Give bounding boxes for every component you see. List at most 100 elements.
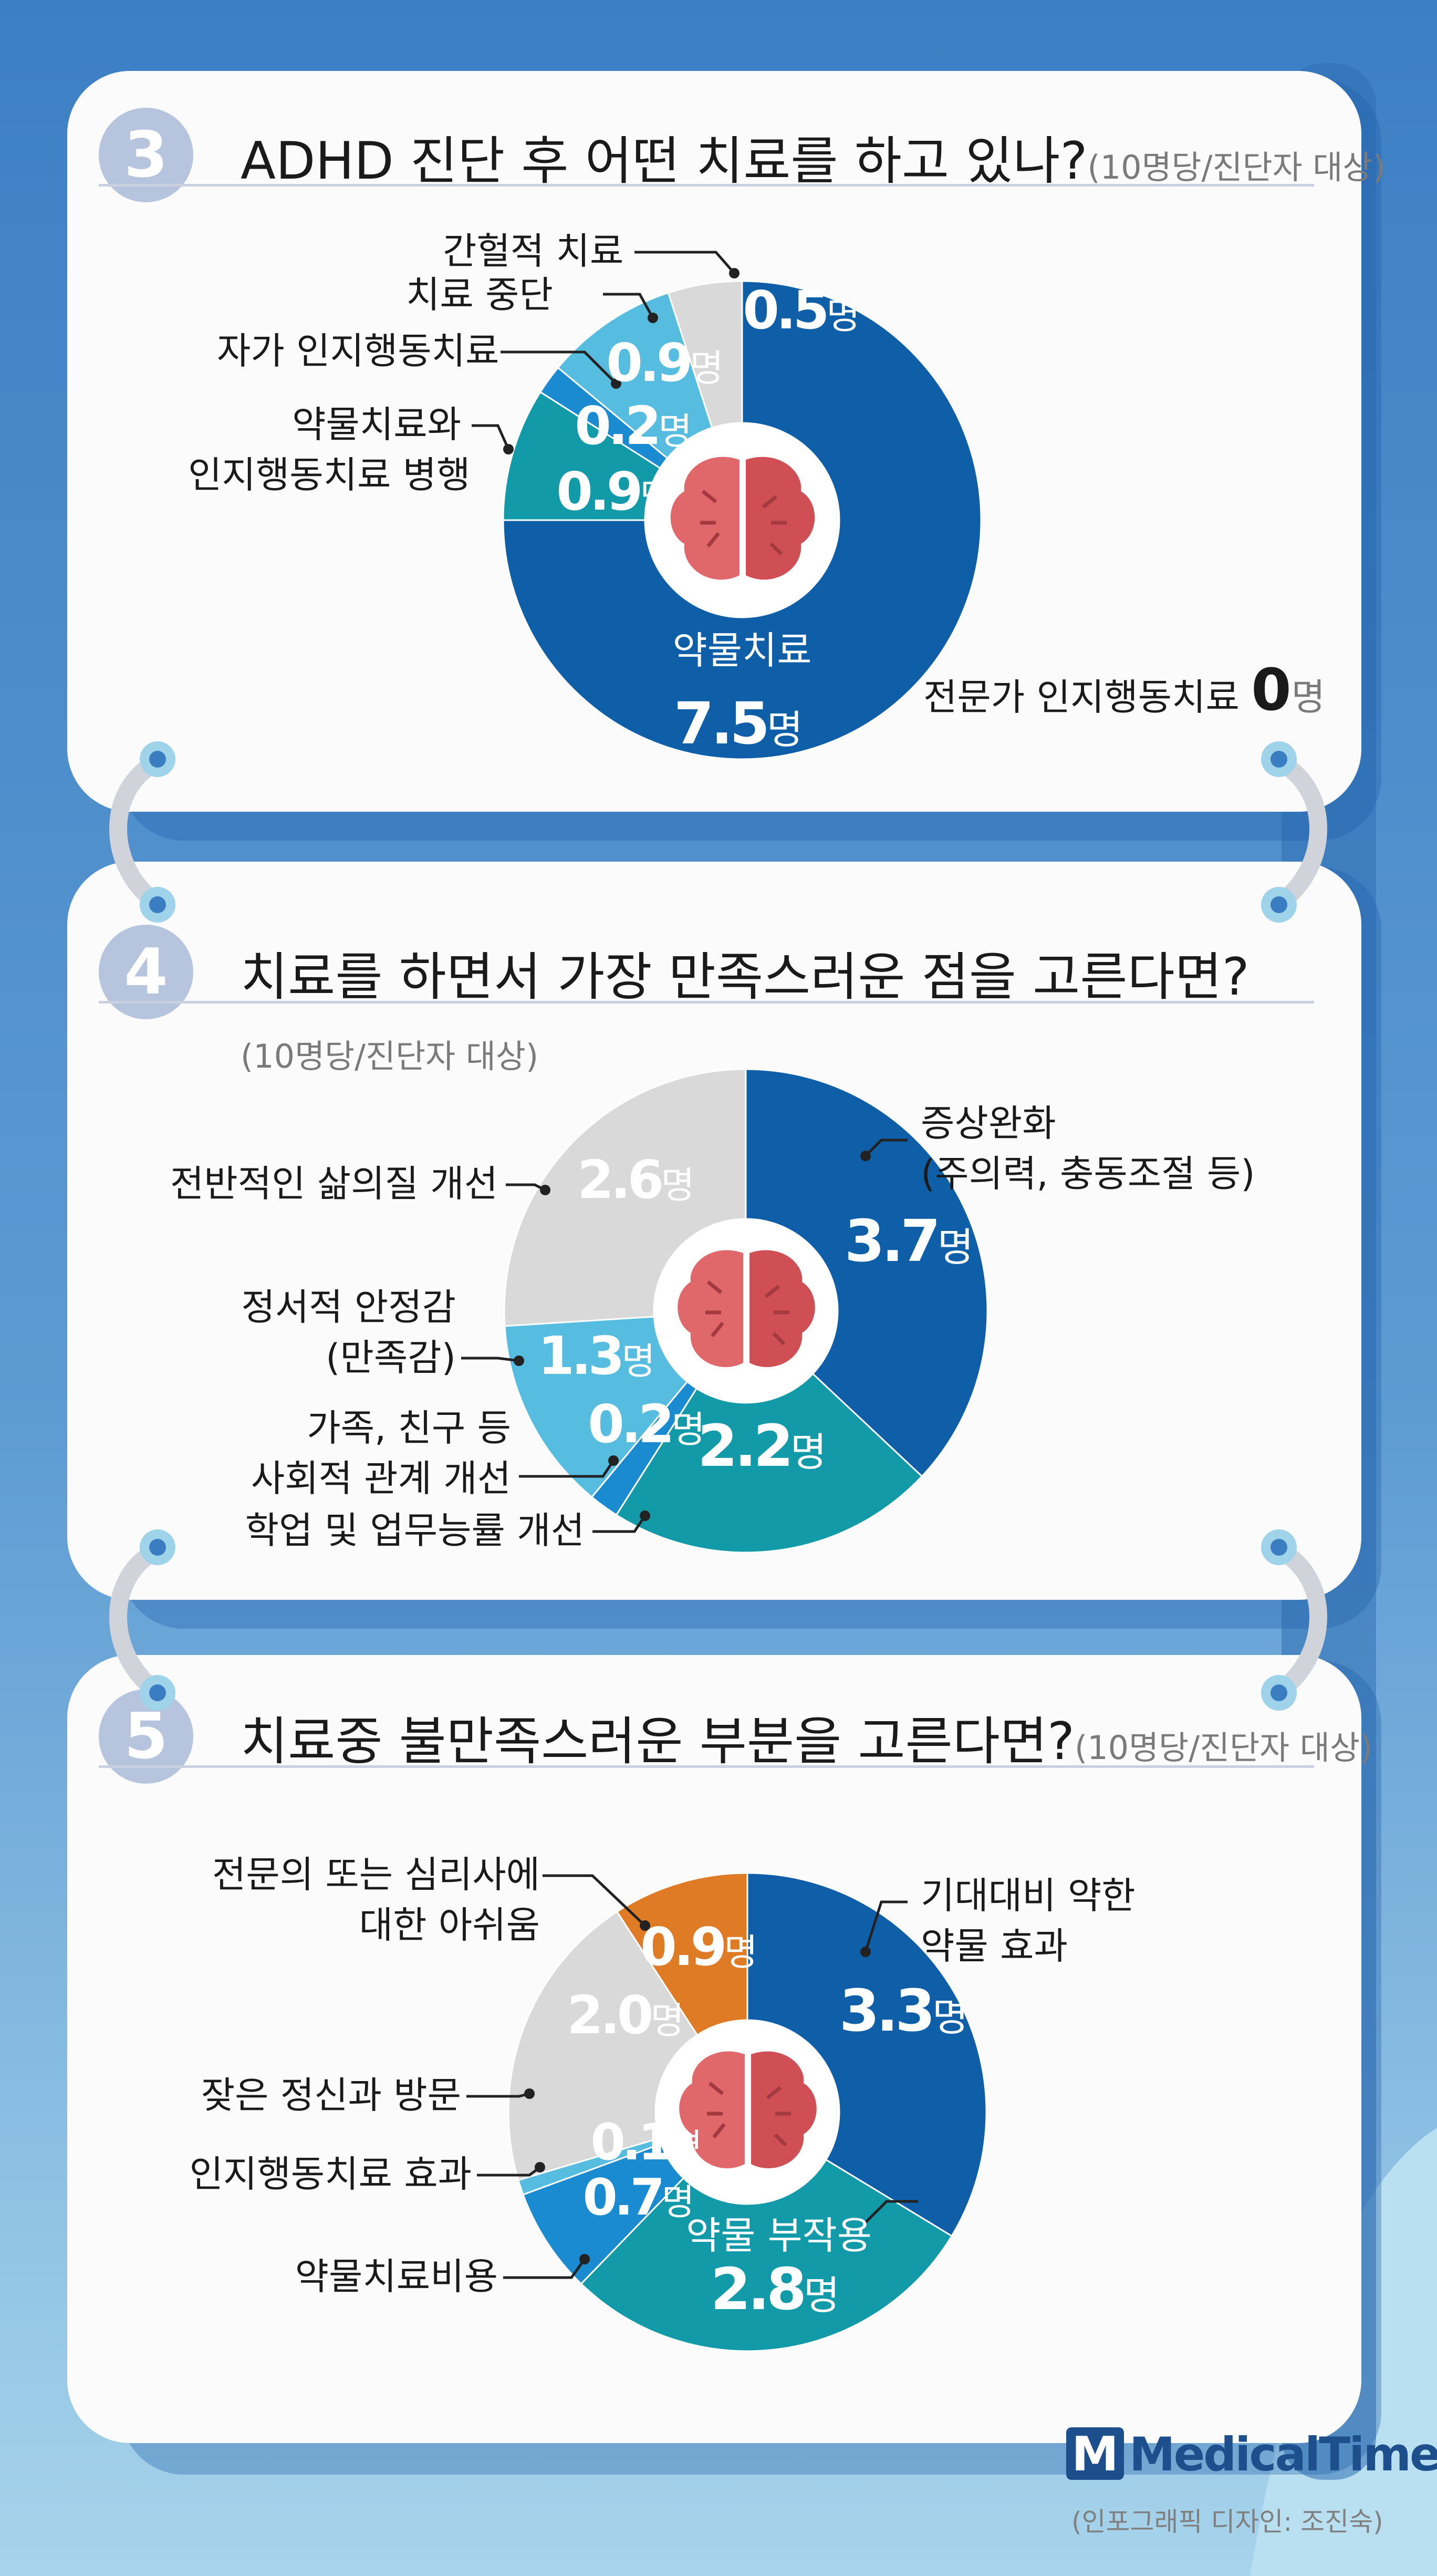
- leader-lines: [466, 1874, 918, 2279]
- slice-label-line: 기대대비 약한: [921, 1874, 1136, 1917]
- ring-binder-icon: [109, 741, 175, 923]
- leader-dot: [648, 313, 658, 323]
- brain-icon: [645, 423, 839, 617]
- slice-label-line: (주의력, 충동조절 등): [921, 1152, 1255, 1195]
- slice-value: 0.1명: [591, 2114, 700, 2171]
- slice-label: 정서적 안정감 (만족감): [162, 1282, 456, 1383]
- ring-binder-icon: [1261, 1529, 1327, 1711]
- ring-binder-icon: [109, 1529, 175, 1711]
- slice-label: 가족, 친구 등 사회적 관계 개선: [172, 1403, 511, 1504]
- leader-line: [503, 2258, 586, 2279]
- slice-value: 0.5명: [743, 280, 857, 341]
- leader-dot: [535, 2162, 545, 2172]
- question-number-badge: 4: [99, 925, 193, 1019]
- zero-note: 전문가 인지행동치료 0명: [923, 661, 1326, 722]
- leader-dot: [608, 1455, 619, 1466]
- ring-binder-icon: [1261, 741, 1327, 923]
- slice-label-line: 증상완화: [921, 1102, 1056, 1145]
- leader-dot: [503, 444, 514, 454]
- donut-slices: [503, 1068, 988, 1554]
- question-4-card: 4 치료를 하면서 가장 만족스러운 점을 고른다면? (10명당/진단자 대상…: [67, 862, 1361, 1600]
- question-3-card: 3 ADHD 진단 후 어떤 치료를 하고 있나?(10명당/진단자 대상) 7…: [67, 71, 1386, 812]
- slice-value: 2.6명: [577, 1149, 692, 1211]
- leader-line: [543, 1874, 646, 1927]
- question-title-text: 치료중 불만족스러운 부분을 고른다면?: [241, 1712, 1075, 1772]
- svg-text:M: M: [1071, 2427, 1119, 2480]
- donut-chart: 3.7명 2.6명 1.3명 0.2명 2.2명: [461, 1068, 988, 1554]
- slice-value: 1.3명: [538, 1325, 652, 1387]
- slice-label-inside: 약물치료: [673, 628, 812, 673]
- donut-slices: [502, 280, 982, 760]
- slice-label: 잦은 정신과 방문: [201, 2074, 461, 2117]
- slice-label: 기대대비 약한 약물 효과: [921, 1870, 1136, 1971]
- title-divider: [99, 184, 1314, 187]
- leader-line: [603, 293, 654, 319]
- zero-note-unit: 명: [1291, 676, 1326, 719]
- title-divider: [99, 1765, 1314, 1768]
- leader-line: [592, 1515, 647, 1533]
- slice-value: 0.2명: [575, 395, 689, 457]
- leader-line: [634, 251, 735, 274]
- question-title-text: ADHD 진단 후 어떤 치료를 하고 있나?: [241, 131, 1088, 191]
- slice-label-line: 인지행동치료 병행: [188, 453, 471, 496]
- brand-name: MedicalTimes: [1129, 2427, 1437, 2481]
- brain-icon: [655, 2020, 839, 2204]
- slice-value: 7.5명: [674, 690, 800, 757]
- slice-value: 3.3명: [839, 1977, 965, 2044]
- slice-value: 0.9명: [556, 461, 671, 522]
- slice-label-line: 약물 효과: [921, 1925, 1068, 1968]
- slice-label-line: 전문의 또는 심리사에: [212, 1853, 540, 1896]
- donut-chart: 0.9명 3.3명 2.0명 0.1명 0.7명 약물 부작용 2.8명: [466, 1872, 987, 2352]
- brain-icon: [654, 1219, 838, 1403]
- medicaltimes-logo-icon: M: [1066, 2427, 1124, 2480]
- slice-label: 전문의 또는 심리사에 대한 아쉬움: [146, 1849, 540, 1950]
- question-number-badge: 3: [99, 108, 193, 202]
- leader-dot: [640, 1920, 650, 1931]
- leader-lines: [472, 251, 740, 454]
- slice-value: 2.2명: [697, 1412, 824, 1480]
- leader-line: [865, 1139, 908, 1157]
- leader-line: [865, 2200, 918, 2223]
- slice-value: 3.7명: [845, 1207, 971, 1275]
- leader-dot: [579, 2254, 590, 2264]
- leader-dot: [860, 1151, 871, 1161]
- leader-dot: [860, 1947, 871, 1957]
- leader-dot: [640, 1511, 650, 1521]
- slice-label: 간헐적 치료: [443, 230, 624, 273]
- slice-label: 전반적인 삶의질 개선: [170, 1162, 498, 1205]
- slice-label-line: 가족, 친구 등: [307, 1406, 511, 1450]
- zero-note-label: 전문가 인지행동치료: [923, 676, 1240, 719]
- zero-note-value: 0: [1251, 656, 1292, 723]
- slice-label: 증상완화 (주의력, 충동조절 등): [921, 1098, 1255, 1199]
- leader-line: [472, 424, 510, 450]
- slice-value: 0.9명: [606, 332, 721, 394]
- slice-label-line: (만족감): [326, 1336, 456, 1379]
- slice-label-line: 사회적 관계 개선: [251, 1457, 511, 1500]
- slice-label: 약물치료비용: [295, 2255, 498, 2298]
- slice-value: 2.8명: [711, 2256, 837, 2323]
- slice-label-line: 정서적 안정감: [241, 1286, 456, 1329]
- slice-value: 0.7명: [583, 2169, 692, 2227]
- slice-label-inside: 약물 부작용: [686, 2213, 872, 2258]
- slice-value: 0.2명: [588, 1393, 702, 1455]
- donut-chart: 7.5명 약물치료 0.5명 0.9명 0.2명 0.9명: [472, 251, 982, 760]
- slice-label-line: 대한 아쉬움: [359, 1903, 540, 1947]
- slice-label: 학업 및 업무능률 개선: [245, 1509, 585, 1552]
- question-subtitle: (10명당/진단자 대상): [1087, 148, 1386, 187]
- question-title: 치료를 하면서 가장 만족스러운 점을 고른다면?: [241, 947, 1249, 1007]
- leader-dot: [514, 1356, 524, 1366]
- leader-lines: [461, 1139, 908, 1533]
- leader-dot: [540, 1185, 550, 1195]
- slice-label: 치료 중단: [406, 273, 553, 316]
- question-subtitle: (10명당/진단자 대상): [241, 1037, 539, 1075]
- slice-label: 약물치료와 인지행동치료 병행: [188, 399, 471, 500]
- leader-dot: [611, 378, 621, 389]
- slice-label: 자가 인지행동치료: [217, 329, 499, 373]
- question-title: ADHD 진단 후 어떤 치료를 하고 있나?(10명당/진단자 대상): [241, 119, 1386, 194]
- question-title: 치료중 불만족스러운 부분을 고른다면?(10명당/진단자 대상): [241, 1700, 1372, 1774]
- slice-value: 2.0명: [567, 1984, 681, 2046]
- slice-label: 인지행동치료 효과: [189, 2153, 472, 2196]
- donut-slices: [507, 1872, 987, 2352]
- leader-dot: [524, 2088, 535, 2099]
